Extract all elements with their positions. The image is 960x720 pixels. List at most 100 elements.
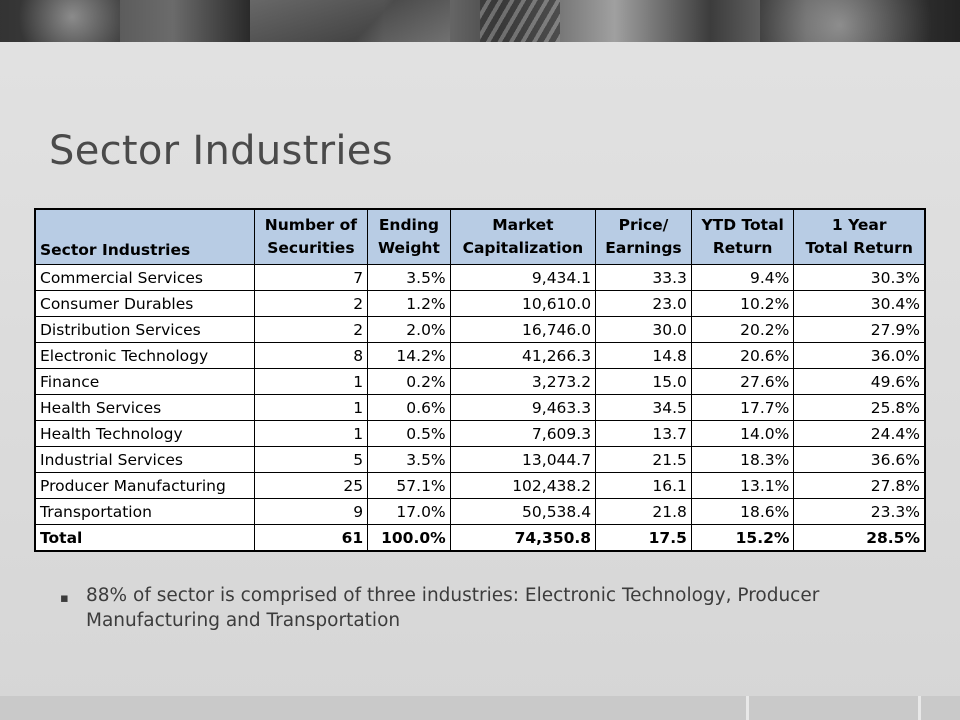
table-row: Health Services 1 0.6% 9,463.3 34.5 17.7% 25.8… xyxy=(34,394,926,421)
column-header: 1 Year Total Return xyxy=(793,208,926,265)
column-header: Market Capitalization xyxy=(449,208,597,265)
value-cell: 0.5% xyxy=(367,420,451,447)
value-cell: 13.7 xyxy=(595,420,692,447)
value-cell: 1 xyxy=(253,394,369,421)
column-header-line: Return xyxy=(712,239,773,257)
value-cell: 10.2% xyxy=(690,290,795,317)
table-row: Finance 1 0.2% 3,273.2 15.0 27.6% 49.6% xyxy=(34,368,926,395)
value-cell: 0.2% xyxy=(367,368,451,395)
value-cell: 15.0 xyxy=(595,368,692,395)
value-cell: 17.5 xyxy=(595,524,692,552)
footer-divider xyxy=(746,696,749,720)
value-cell: 23.3% xyxy=(793,498,926,525)
industry-name-cell: Consumer Durables xyxy=(34,290,255,317)
value-cell: 23.0 xyxy=(595,290,692,317)
column-header-line: YTD Total xyxy=(701,216,784,234)
table-row: Industrial Services 5 3.5% 13,044.7 21.5 18.3… xyxy=(34,446,926,473)
table-row: Health Technology 1 0.5% 7,609.3 13.7 14.0% 24… xyxy=(34,420,926,447)
value-cell: 27.6% xyxy=(690,368,795,395)
value-cell: 25 xyxy=(253,472,369,499)
value-cell: 1 xyxy=(253,420,369,447)
value-cell: 50,538.4 xyxy=(449,498,597,525)
value-cell: 5 xyxy=(253,446,369,473)
column-header-line: Ending xyxy=(378,216,439,234)
value-cell: 30.4% xyxy=(793,290,926,317)
column-header: Price/Earnings xyxy=(595,208,692,265)
value-cell: 1 xyxy=(253,368,369,395)
value-cell: 7 xyxy=(253,264,369,291)
table-row: Commercial Services 7 3.5% 9,434.1 33.3 9.4% 3… xyxy=(34,264,926,291)
column-header: Sector Industries xyxy=(34,208,255,265)
column-header-line: Weight xyxy=(377,239,440,257)
value-cell: 49.6% xyxy=(793,368,926,395)
column-header-line: Securities xyxy=(267,239,355,257)
value-cell: 9.4% xyxy=(690,264,795,291)
table-row: Producer Manufacturing 25 57.1% 102,438.2 16… xyxy=(34,472,926,499)
value-cell: 18.6% xyxy=(690,498,795,525)
value-cell: 27.9% xyxy=(793,316,926,343)
industry-name-cell: Total xyxy=(34,524,255,552)
footer-bar xyxy=(0,696,960,720)
value-cell: 0.6% xyxy=(367,394,451,421)
value-cell: 2 xyxy=(253,290,369,317)
value-cell: 14.0% xyxy=(690,420,795,447)
total-row: Total 61 100.0% 74,350.8 17.5 15.2% 28.5% xyxy=(34,524,926,552)
value-cell: 7,609.3 xyxy=(449,420,597,447)
value-cell: 16.1 xyxy=(595,472,692,499)
value-cell: 24.4% xyxy=(793,420,926,447)
industry-name-cell: Health Services xyxy=(34,394,255,421)
value-cell: 3.5% xyxy=(367,264,451,291)
column-header: YTD Total Return xyxy=(690,208,795,265)
column-header: Ending Weight xyxy=(367,208,451,265)
value-cell: 14.8 xyxy=(595,342,692,369)
page-title: Sector Industries xyxy=(49,128,393,174)
value-cell: 57.1% xyxy=(367,472,451,499)
table-row: Distribution Services 2 2.0% 16,746.0 30.0 20… xyxy=(34,316,926,343)
industry-name-cell: Distribution Services xyxy=(34,316,255,343)
value-cell: 20.6% xyxy=(690,342,795,369)
industry-name-cell: Health Technology xyxy=(34,420,255,447)
value-cell: 74,350.8 xyxy=(449,524,597,552)
column-header-line: 1 Year xyxy=(831,216,887,234)
industry-name-cell: Producer Manufacturing xyxy=(34,472,255,499)
industry-name-cell: Finance xyxy=(34,368,255,395)
column-header-line: Sector Industries xyxy=(40,241,191,259)
table-row: Transportation 9 17.0% 50,538.4 21.8 18.6% 23.… xyxy=(34,498,926,525)
value-cell: 9,434.1 xyxy=(449,264,597,291)
table-row: Consumer Durables 2 1.2% 10,610.0 23.0 10.2% 3… xyxy=(34,290,926,317)
value-cell: 36.6% xyxy=(793,446,926,473)
value-cell: 34.5 xyxy=(595,394,692,421)
value-cell: 33.3 xyxy=(595,264,692,291)
value-cell: 61 xyxy=(253,524,369,552)
value-cell: 1.2% xyxy=(367,290,451,317)
bullet-marker-icon: ▪ xyxy=(60,591,69,606)
value-cell: 25.8% xyxy=(793,394,926,421)
table-row: Electronic Technology 8 14.2% 41,266.3 14.8 2… xyxy=(34,342,926,369)
footer-divider xyxy=(918,696,921,720)
industry-name-cell: Industrial Services xyxy=(34,446,255,473)
value-cell: 100.0% xyxy=(367,524,451,552)
value-cell: 18.3% xyxy=(690,446,795,473)
value-cell: 21.5 xyxy=(595,446,692,473)
industry-name-cell: Electronic Technology xyxy=(34,342,255,369)
table-body: Commercial Services 7 3.5% 9,434.1 33.3 9.4% 3… xyxy=(34,264,926,552)
bullet-text: 88% of sector is comprised of three indu… xyxy=(86,585,820,631)
summary-bullet: ▪ 88% of sector is comprised of three in… xyxy=(60,583,920,633)
column-header-line: Capitalization xyxy=(462,239,584,257)
header-banner-image xyxy=(0,0,960,42)
value-cell: 20.2% xyxy=(690,316,795,343)
sector-industries-table: Sector Industries Number of Securities Endi… xyxy=(34,208,926,552)
value-cell: 3,273.2 xyxy=(449,368,597,395)
value-cell: 9,463.3 xyxy=(449,394,597,421)
value-cell: 2.0% xyxy=(367,316,451,343)
column-header-line: Number of xyxy=(264,216,357,234)
value-cell: 30.0 xyxy=(595,316,692,343)
column-header-line: Total Return xyxy=(805,239,913,257)
value-cell: 15.2% xyxy=(690,524,795,552)
value-cell: 13,044.7 xyxy=(449,446,597,473)
value-cell: 102,438.2 xyxy=(449,472,597,499)
value-cell: 21.8 xyxy=(595,498,692,525)
industry-name-cell: Transportation xyxy=(34,498,255,525)
value-cell: 3.5% xyxy=(367,446,451,473)
